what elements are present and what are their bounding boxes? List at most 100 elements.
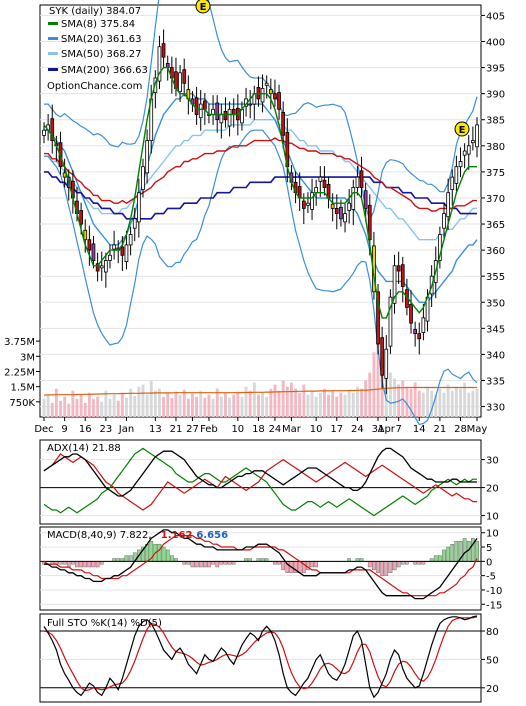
- volume-bar: [434, 394, 438, 417]
- macd-histogram-bar: [66, 561, 71, 568]
- watermark: OptionChance.com: [47, 81, 142, 92]
- candle-body: [248, 103, 252, 106]
- volume-bar: [248, 390, 252, 417]
- macd-histogram-bar: [83, 561, 88, 568]
- candle-body: [215, 102, 220, 121]
- volume-bar: [273, 384, 277, 417]
- candle-body: [454, 166, 459, 184]
- candle-body: [219, 114, 224, 124]
- candle-body: [339, 206, 343, 220]
- volume-bar: [145, 394, 149, 417]
- x-tick-label: 21: [170, 424, 183, 435]
- y-tick-label: 10: [486, 529, 499, 540]
- volume-bar: [450, 390, 454, 417]
- volume-bar: [96, 396, 100, 417]
- candle-body: [392, 265, 397, 304]
- legend-swatch-sma50: [48, 52, 58, 55]
- candle-body: [42, 129, 46, 136]
- y-tick-label: 395: [486, 64, 505, 75]
- x-tick-label: 17: [330, 424, 343, 435]
- volume-bar: [442, 392, 446, 417]
- volume-bar: [459, 388, 462, 417]
- y-tick-label: -5: [486, 572, 496, 583]
- bollinger-lower-band: [44, 129, 478, 426]
- x-tick-label: 31: [372, 424, 385, 435]
- adx-panel: 30 20 10 ADX(14) 21.88: [39, 439, 499, 525]
- volume-bar: [75, 398, 79, 417]
- volume-tick-label: 3M: [20, 352, 35, 363]
- volume-bar: [228, 397, 231, 417]
- macd-histogram-bar: [207, 561, 211, 568]
- volume-bar: [215, 388, 219, 417]
- volume-bar: [50, 402, 54, 417]
- macd-histogram-bar: [462, 538, 467, 562]
- volume-bar: [186, 398, 190, 417]
- macd-histogram-bar: [87, 561, 92, 568]
- candle-body: [91, 243, 96, 261]
- candle-body: [264, 82, 269, 86]
- y-tick-label: 340: [486, 350, 505, 361]
- candle-body: [421, 317, 426, 333]
- volume-bar: [269, 388, 273, 417]
- volume-bar: [281, 380, 285, 417]
- volume-bar: [120, 392, 124, 417]
- macd-title-main: MACD(8,40,9) 7.822,: [47, 530, 152, 541]
- candle-body: [396, 265, 401, 272]
- volume-bar: [261, 392, 264, 417]
- volume-bar: [232, 394, 236, 417]
- volume-bar: [116, 400, 120, 417]
- candle-body: [343, 213, 347, 223]
- x-tick-label: 10: [231, 424, 244, 435]
- candle-body: [442, 213, 446, 229]
- y-tick-label: 370: [486, 194, 505, 205]
- candle-body: [322, 179, 327, 188]
- volume-bar: [347, 390, 351, 417]
- volume-bar: [306, 394, 310, 417]
- volume-bar: [141, 384, 145, 417]
- y-tick-label: 390: [486, 90, 505, 101]
- volume-bar: [252, 382, 256, 417]
- candle-body: [198, 103, 203, 119]
- volume-tick-label: 750K: [9, 398, 35, 409]
- candle-body: [314, 187, 319, 194]
- sma200-line: [44, 171, 477, 220]
- macd-histogram-bar: [215, 561, 220, 568]
- volume-bar: [285, 386, 289, 417]
- volume-bar: [59, 400, 62, 417]
- candle-body: [182, 69, 187, 84]
- x-tick-label: 18: [252, 424, 265, 435]
- candle-body: [231, 108, 236, 115]
- candle-body: [62, 172, 67, 178]
- volume-tick-label: 3.75M: [4, 337, 35, 348]
- candle-body: [384, 348, 389, 379]
- macd-histogram-bar: [202, 561, 207, 568]
- volume-bar: [372, 352, 376, 417]
- y-tick-label: 405: [486, 11, 505, 22]
- candle-body: [128, 234, 133, 246]
- y-tick-label: 345: [486, 324, 505, 335]
- volume-bar: [409, 388, 413, 417]
- macd-histogram-bar: [161, 546, 166, 562]
- volume-tick-label: 1.5M: [10, 383, 35, 394]
- candle-body: [400, 264, 405, 288]
- event-marker-may-label: E: [459, 125, 466, 136]
- candle-body: [79, 210, 83, 225]
- volume-bar: [203, 397, 207, 417]
- x-tick-label: Dec: [34, 424, 53, 435]
- volume-bar: [331, 390, 335, 417]
- volume-bar: [199, 390, 203, 417]
- candle-body: [450, 176, 455, 191]
- volume-bar: [302, 384, 306, 417]
- volume-bar: [364, 380, 368, 417]
- volume-bar: [92, 398, 95, 417]
- macd-histogram-bar: [446, 546, 450, 562]
- x-tick-label: 23: [99, 424, 112, 435]
- y-tick-label: 350: [486, 298, 505, 309]
- macd-histogram-bar: [157, 544, 162, 562]
- y-tick-label: -15: [486, 600, 502, 611]
- macd-histogram-bar: [396, 561, 401, 568]
- candle-body: [359, 170, 364, 188]
- candle-body: [417, 333, 422, 340]
- volume-bar: [430, 390, 434, 417]
